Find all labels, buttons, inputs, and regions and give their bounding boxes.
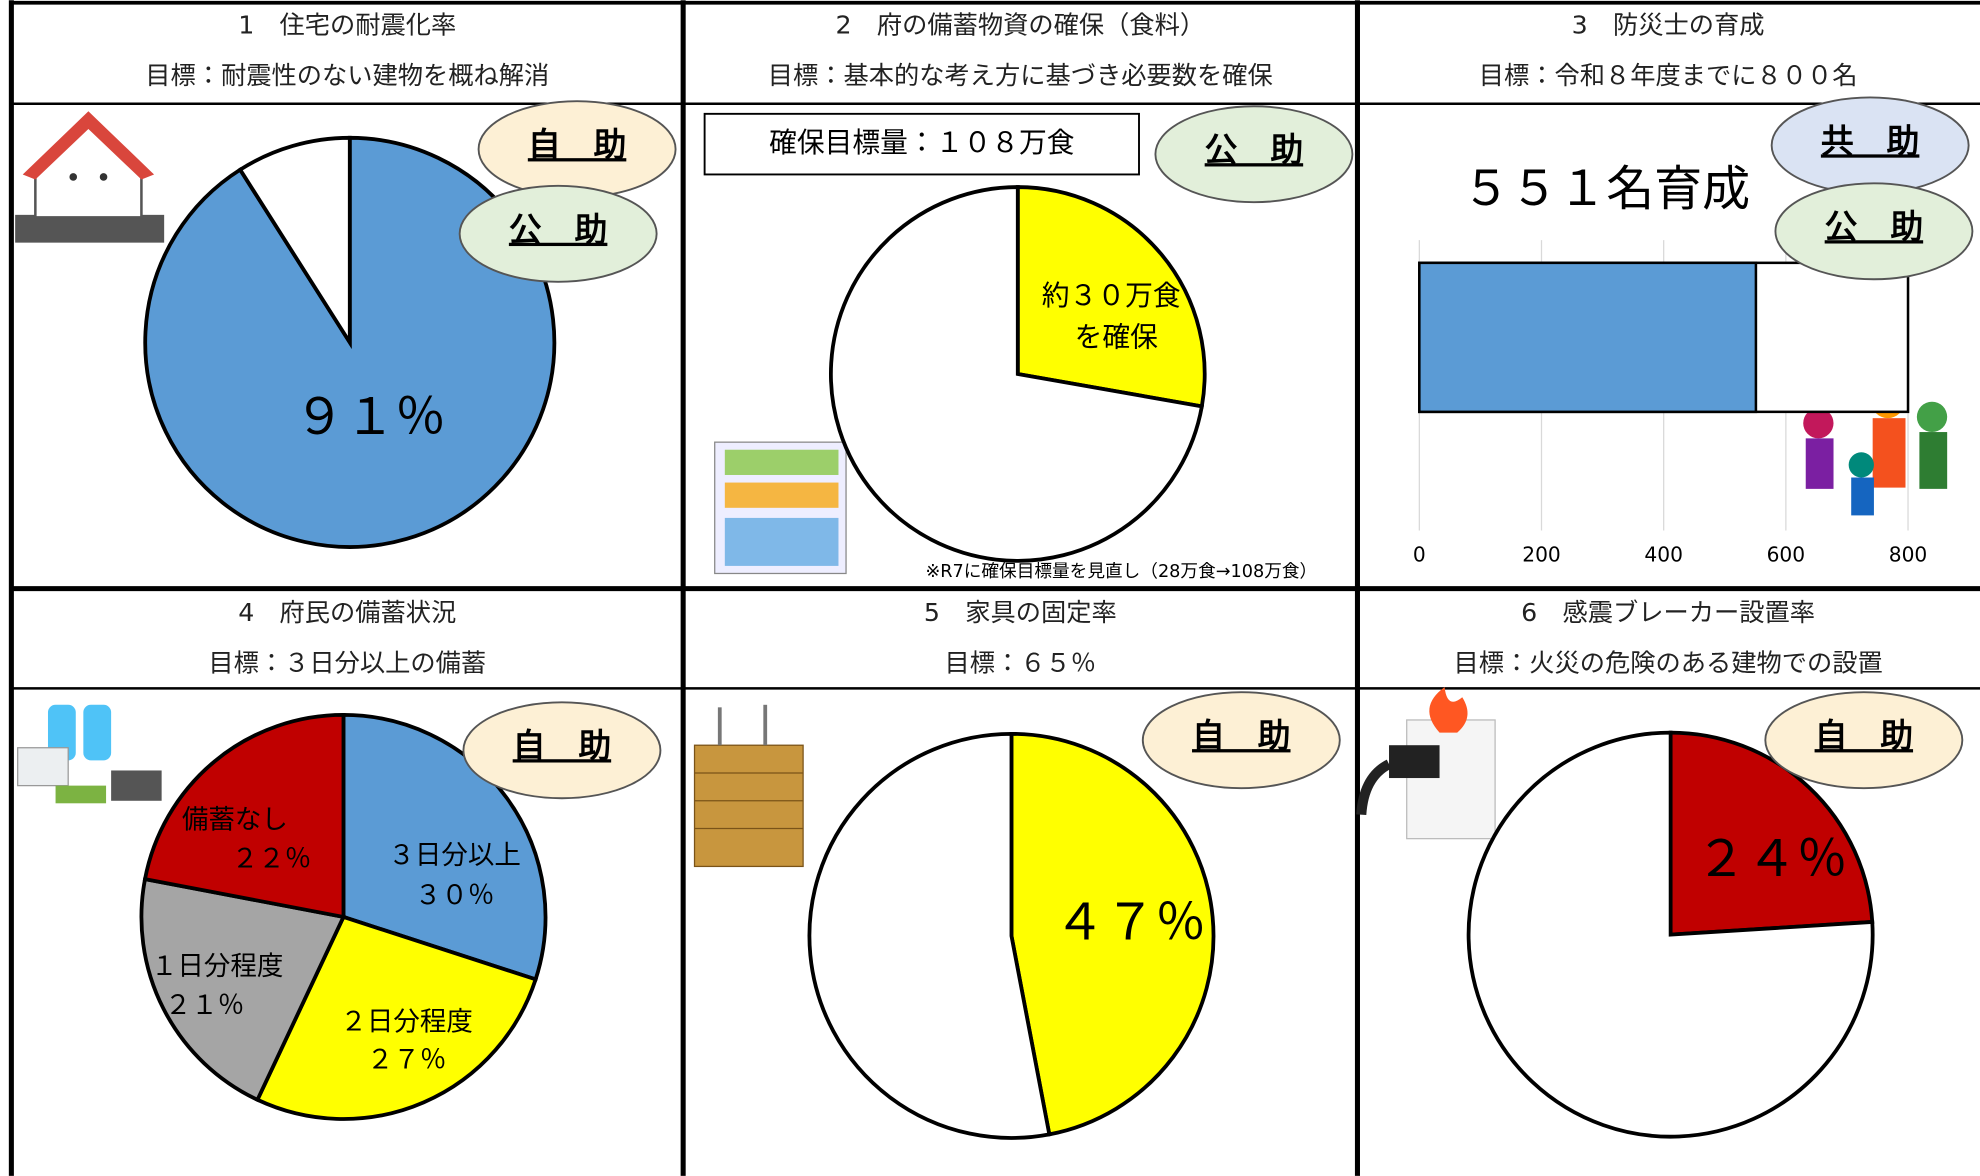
panel-title: 2 府の備蓄物資の確保（食料） [836,11,1206,40]
annotation: ※R7に確保目標量を見直し（28万食→108万食） [925,561,1317,582]
shelf-icon [715,442,846,573]
badge-label: 自 助 [1192,717,1290,755]
category-label: １日分程度 [151,951,284,982]
badge-label: 公 助 [1205,131,1303,169]
value-label: ２１％ [165,990,244,1021]
panel-title: 1 住宅の耐震化率 [238,11,456,40]
badge-label: 自 助 [513,727,611,765]
value-label: を確保 [1075,321,1159,354]
value-label: ４７％ [1054,892,1206,951]
bar [1419,263,1756,412]
badge-label: 自 助 [528,126,626,164]
panel-subtitle: 目標：３日分以上の備蓄 [208,648,486,677]
category-label: ３日分以上 [388,840,521,871]
panel-subtitle: 目標：令和８年度までに８００名 [1479,61,1858,90]
x-tick-label: 200 [1522,542,1561,566]
annotation: 確保目標量：１０８万食 [769,126,1074,159]
badge-label: 共 助 [1821,122,1919,160]
value-label: ２４％ [1696,829,1848,888]
value-label: ２２％ [232,844,311,875]
badge-label: 自 助 [1815,717,1913,755]
badge-label: 公 助 [509,211,607,249]
badge-label: 公 助 [1825,208,1923,246]
panel-subtitle: 目標：火災の危険のある建物での設置 [1453,648,1882,677]
x-tick-label: 800 [1889,542,1928,566]
panel-title: 5 家具の固定率 [924,598,1117,627]
value-label: 約３０万食 [1042,279,1181,312]
category-label: 備蓄なし [182,804,288,835]
value-label: ９１％ [294,387,445,446]
category-label: ２日分程度 [340,1007,473,1038]
value-label: ２７％ [367,1044,447,1075]
panel-title: 3 防災士の育成 [1572,11,1765,40]
panel-subtitle: 目標：基本的な考え方に基づき必要数を確保 [768,61,1273,90]
panel-title: 6 感震ブレーカー設置率 [1521,598,1815,627]
page: 1 住宅の耐震化率目標：耐震性のない建物を概ね解消９１％自 助公 助2 府の備蓄… [0,0,1980,1176]
x-tick-label: 0 [1413,542,1426,566]
panel-title: 4 府民の備蓄状況 [238,598,456,627]
annotation: ５５１名育成 [1462,161,1750,217]
panel-subtitle: 目標：６５％ [945,648,1097,677]
x-tick-label: 600 [1767,542,1806,566]
value-label: ３０％ [415,880,495,911]
panel-subtitle: 目標：耐震性のない建物を概ね解消 [145,61,549,90]
x-tick-label: 400 [1644,542,1683,566]
